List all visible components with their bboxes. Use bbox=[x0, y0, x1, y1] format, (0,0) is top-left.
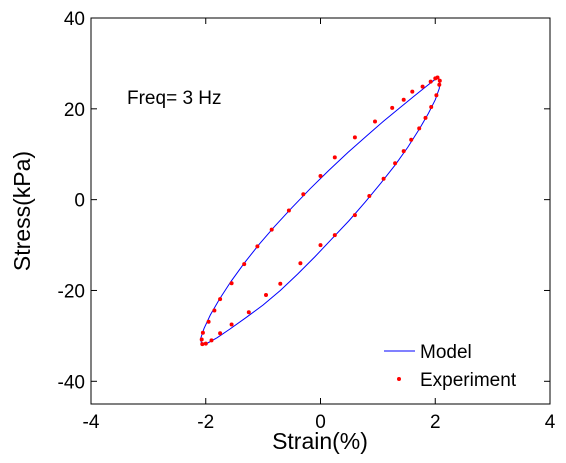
experiment-point bbox=[246, 310, 251, 315]
x-tick-label: -2 bbox=[197, 412, 214, 433]
y-tick-label: 0 bbox=[74, 191, 85, 212]
experiment-point bbox=[434, 93, 439, 98]
experiment-point bbox=[286, 208, 291, 213]
experiment-point bbox=[301, 192, 306, 197]
experiment-point bbox=[209, 338, 214, 343]
legend-experiment-marker bbox=[397, 377, 401, 381]
experiment-point bbox=[352, 135, 357, 140]
experiment-point bbox=[437, 82, 442, 87]
experiment-point bbox=[409, 137, 414, 142]
experiment-point bbox=[229, 322, 234, 327]
experiment-point bbox=[390, 105, 395, 110]
experiment-point bbox=[229, 281, 234, 286]
legend-experiment-label: Experiment bbox=[420, 370, 517, 391]
series-layer bbox=[199, 75, 442, 347]
experiment-point bbox=[318, 243, 323, 248]
experiment-point bbox=[393, 161, 398, 166]
experiment-point bbox=[199, 337, 204, 342]
experiment-point bbox=[381, 176, 386, 181]
x-tick-label: 4 bbox=[545, 412, 556, 433]
experiment-point bbox=[203, 341, 208, 346]
experiment-point bbox=[429, 105, 434, 109]
experiment-point bbox=[218, 331, 223, 336]
experiment-point bbox=[401, 149, 406, 154]
x-tick-label: -4 bbox=[83, 412, 100, 433]
experiment-point bbox=[278, 281, 283, 286]
experiment-point bbox=[242, 262, 247, 267]
experiment-point bbox=[269, 227, 274, 232]
experiment-point bbox=[206, 319, 211, 324]
experiment-point bbox=[332, 155, 337, 160]
y-tick-label: -40 bbox=[58, 372, 85, 393]
legend-model-label: Model bbox=[420, 342, 472, 363]
experiment-point bbox=[200, 330, 205, 335]
experiment-point bbox=[352, 213, 357, 218]
y-tick-label: 20 bbox=[64, 100, 85, 121]
experiment-point bbox=[410, 89, 415, 94]
experiment-point bbox=[401, 97, 406, 102]
experiment-point bbox=[200, 342, 205, 347]
experiment-point bbox=[423, 115, 428, 120]
experiment-point bbox=[255, 244, 260, 249]
experiment-point bbox=[318, 174, 323, 178]
experiment-point bbox=[373, 119, 377, 124]
annotation-freq: Freq= 3 Hz bbox=[127, 88, 222, 109]
experiment-point bbox=[420, 84, 425, 89]
experiment-point bbox=[332, 233, 337, 238]
experiment-point bbox=[367, 194, 372, 198]
experiment-point bbox=[433, 76, 438, 81]
y-tick-label: -20 bbox=[58, 281, 85, 302]
x-tick-label: 2 bbox=[430, 412, 441, 433]
experiment-point bbox=[437, 78, 442, 83]
ticks bbox=[90, 17, 551, 404]
experiment-point bbox=[417, 126, 422, 131]
experiment-point bbox=[298, 261, 303, 266]
y-axis-label: Stress(kPa) bbox=[9, 151, 35, 271]
y-tick-label: 40 bbox=[64, 9, 85, 30]
plot-area bbox=[90, 17, 551, 405]
x-tick-label: 0 bbox=[315, 412, 326, 433]
experiment-point bbox=[218, 297, 223, 302]
experiment-point bbox=[264, 293, 268, 297]
legend: Model Experiment bbox=[384, 342, 517, 391]
experiment-point bbox=[428, 79, 433, 84]
x-axis-label: Strain(%) bbox=[272, 428, 368, 454]
experiment-point bbox=[212, 308, 217, 313]
